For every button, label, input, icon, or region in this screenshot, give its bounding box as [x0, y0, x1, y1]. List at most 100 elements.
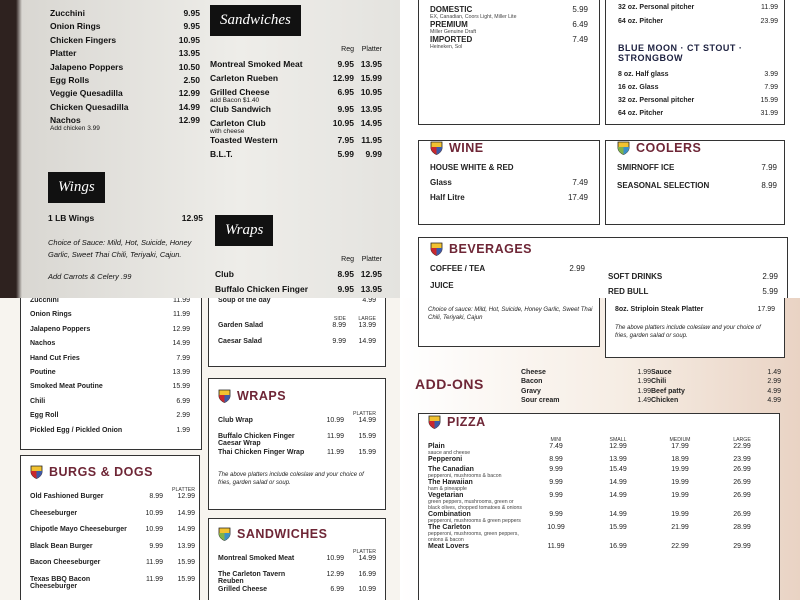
item-name: Chili [651, 378, 667, 386]
item-name-block: Smoked Meat Poutine [30, 383, 160, 390]
menu-item: The Canadian pepperoni, mushrooms & bacon… [428, 466, 773, 479]
item-name: Hand Cut Fries [30, 354, 80, 362]
column-label: Reg [341, 46, 354, 53]
item-name: Club Sandwich [210, 104, 271, 114]
menu-item: 8 oz. Half glass 3.99 [618, 71, 778, 84]
column-header: PLATTER [218, 411, 376, 417]
item-price: 17.99 [757, 306, 775, 313]
section-title-text: BEVERAGES [449, 242, 532, 256]
section-title: ADD-ONS [415, 376, 484, 392]
item-name-block: Buffalo Chicken Finger [215, 284, 326, 294]
item-price: 10.99 [326, 555, 344, 562]
item-list: Zucchini 9.95 Onion Rings 9.95 Chicken Finge… [50, 8, 200, 132]
item-name-block: SEASONAL SELECTION [617, 181, 737, 190]
item-price: 10.99 [547, 524, 565, 531]
menu-item: Nachos 14.99 [30, 340, 190, 354]
section-note: The above platters include coleslaw and … [615, 325, 761, 339]
item-name-block: Pepperoni [428, 456, 525, 463]
menu-section: 32 oz. Personal pitcher 11.99 64 oz. Pitch… [618, 4, 778, 32]
column-label: Reg [341, 256, 354, 263]
item-description: with cheese [210, 128, 245, 135]
item-price: 9.99 [149, 542, 163, 550]
section-note: Add Carrots & Celery .99 [48, 272, 132, 281]
menu-item: Sour cream 1.49 [521, 397, 651, 406]
item-price: 29.99 [733, 543, 751, 550]
item-price: 2.50 [183, 74, 200, 85]
item-name-block: 1 LB Wings [48, 213, 163, 223]
item-name-block: Chili [30, 398, 160, 405]
item-price: 5.99 [762, 287, 778, 296]
menu-section: Wraps Reg Platter Club 8.95 12.95 Buffalo Chic… [215, 215, 382, 298]
item-price: 2.99 [569, 264, 585, 273]
item-name-block: Veggie Quesadilla [50, 88, 160, 98]
column-header: PLATTER [30, 487, 195, 493]
item-name: Cheese [521, 369, 546, 376]
item-name: Nachos [30, 340, 56, 348]
item-name: Old Fashioned Burger [30, 493, 104, 500]
item-name: The Hawaiian [428, 479, 473, 486]
item-price: 13.99 [358, 322, 376, 329]
item-name-block: Chipotle Mayo Cheeseburger [30, 526, 131, 533]
item-list: 8oz. Striploin Steak Platter 17.99 [615, 306, 775, 318]
item-price: 7.99 [761, 163, 777, 172]
menu-box [208, 378, 386, 510]
menu-box [208, 298, 386, 367]
item-name-block: Club [215, 269, 326, 279]
item-name: Grilled Cheese [210, 87, 270, 97]
item-name: Buffalo Chicken Finger Caesar Wrap [218, 433, 295, 447]
section-title-text: Wraps [225, 222, 264, 238]
item-name-block: DOMESTIC EX, Canadian, Coors Light, Mille… [430, 5, 548, 20]
menu-section: COOLERS SMIRNOFF ICE 7.99 SEASONAL SELECTIO… [617, 141, 777, 199]
item-price: 10.95 [178, 34, 200, 45]
item-list: Montreal Smoked Meat 10.99 14.99 The Carlet… [218, 555, 376, 600]
item-name: Black Bean Burger [30, 542, 93, 550]
menu-item: Montreal Smoked Meat 10.99 14.99 [218, 555, 376, 571]
menu-item: Buffalo Chicken Finger 9.95 13.95 [215, 284, 382, 298]
item-name-block: Cheese [521, 369, 601, 376]
menu-section: SOFT DRINKS 2.99 RED BULL 5.99 [608, 272, 778, 298]
item-name: Chicken [651, 396, 679, 404]
shield-icon [218, 527, 231, 541]
menu-box [20, 298, 202, 450]
item-price: 15.49 [609, 466, 627, 473]
section-title: BLUE MOON · CT STOUT · STRONGBOW [618, 43, 778, 63]
item-name-block: Vegetarian green peppers, mushrooms, gree… [428, 492, 525, 511]
item-price: 1.99 [637, 378, 651, 386]
menu-item: Chili 6.99 [30, 398, 190, 412]
item-name-block: Carleton Club with cheese [210, 118, 326, 135]
column-label: SIDE [333, 316, 346, 322]
item-name: Platter [50, 48, 77, 59]
item-name-block: Nachos Add chicken 3.99 [50, 115, 160, 132]
menu-box [208, 518, 386, 600]
item-price: 12.95 [360, 269, 382, 279]
item-price: 13.95 [178, 48, 200, 59]
item-price: 11.99 [547, 543, 565, 550]
menu-box [20, 455, 200, 600]
menu-box [605, 298, 785, 358]
item-price: 10.99 [358, 586, 376, 593]
item-price: 13.95 [360, 104, 382, 114]
item-name-block: Old Fashioned Burger [30, 493, 131, 500]
item-name-block: Zucchini [30, 298, 160, 304]
item-price: 14.99 [609, 492, 627, 499]
item-price: 14.99 [358, 555, 376, 562]
menu-item: Chipotle Mayo Cheeseburger 10.99 14.99 [30, 526, 195, 543]
menu-item: 8oz. Striploin Steak Platter 17.99 [615, 306, 775, 318]
menu-box [418, 237, 788, 298]
item-name-block: Chili [651, 378, 731, 385]
menu-box [605, 140, 785, 225]
item-price: 11.99 [173, 311, 190, 319]
item-name-block: Gravy [521, 388, 601, 395]
menu-item: The Carleton Tavern Reuben 12.99 16.99 [218, 571, 376, 587]
menu-section: Soup of the day 4.99 [218, 298, 376, 309]
item-price: 15.99 [358, 433, 376, 440]
item-list: Plain sauce and cheese 7.49 12.99 17.99 22.99… [428, 443, 773, 553]
item-description: Add chicken 3.99 [50, 125, 100, 133]
item-description: Corona [430, 0, 588, 1]
item-price: 15.99 [177, 575, 195, 583]
item-price: 13.99 [177, 542, 195, 550]
item-price: 9.99 [365, 149, 382, 159]
menu-section: Choice of sauce: Mild, Hot, Suicide, Hon… [428, 300, 593, 322]
